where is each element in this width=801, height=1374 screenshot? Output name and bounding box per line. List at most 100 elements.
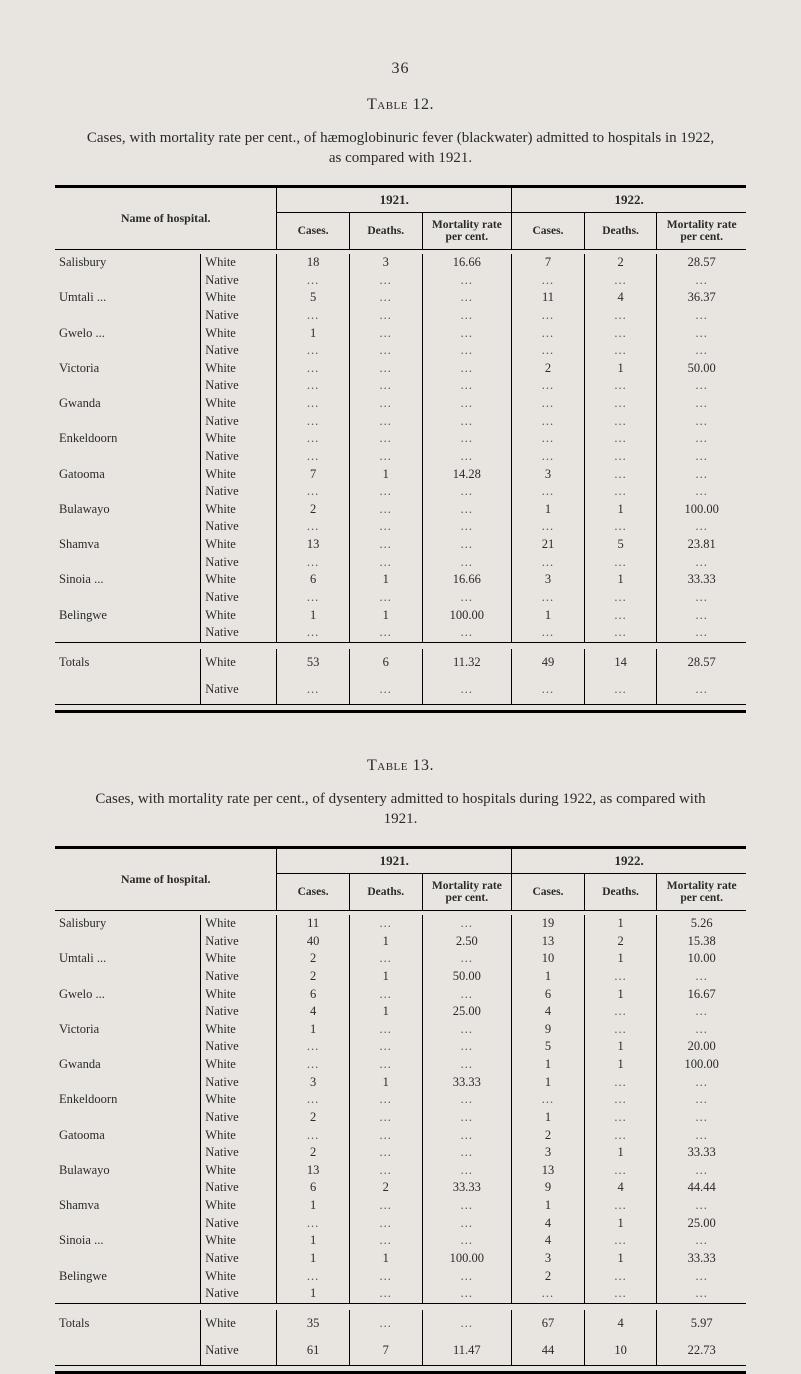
hospital-name: Umtali ... — [55, 289, 201, 307]
table-cell: ... — [584, 624, 657, 642]
table-cell: 13 — [512, 933, 585, 951]
table-cell: ... — [277, 413, 350, 431]
table-cell: White — [201, 607, 277, 625]
table-cell: ... — [349, 272, 422, 290]
table-cell: ... — [512, 676, 585, 704]
table-cell: White — [201, 1197, 277, 1215]
table-cell: White — [201, 536, 277, 554]
table-cell: 1 — [584, 1215, 657, 1233]
table-cell: ... — [277, 377, 350, 395]
table-cell: ... — [584, 430, 657, 448]
table-cell: 25.00 — [422, 1003, 512, 1021]
col-cases-1921-13: Cases. — [277, 873, 350, 910]
table-cell: 10.00 — [657, 950, 746, 968]
table-row: Native1............... — [55, 1285, 746, 1303]
table-cell: ... — [422, 1268, 512, 1286]
table-cell: 13 — [512, 1162, 585, 1180]
table-cell: White — [201, 430, 277, 448]
table-cell: ... — [584, 377, 657, 395]
table-cell: ... — [422, 950, 512, 968]
table-cell: Native — [201, 968, 277, 986]
table-cell: White — [201, 289, 277, 307]
table-cell: ... — [349, 430, 422, 448]
hospital-name: Sinoia ... — [55, 1232, 201, 1250]
table-cell: ... — [422, 377, 512, 395]
table-cell: 1 — [349, 1250, 422, 1268]
table-cell: ... — [584, 607, 657, 625]
table-cell: 5 — [512, 1038, 585, 1056]
table-cell: ... — [584, 448, 657, 466]
table-cell: ... — [349, 413, 422, 431]
col-1921: 1921. — [277, 186, 512, 212]
table-row: BelingweWhite11100.001...... — [55, 607, 746, 625]
table-cell: ... — [422, 448, 512, 466]
table-cell: 2 — [512, 1127, 585, 1145]
table-cell: ... — [657, 1003, 746, 1021]
hospital-name: Gatooma — [55, 1127, 201, 1145]
table-cell: ... — [584, 413, 657, 431]
hospital-name: Enkeldoorn — [55, 430, 201, 448]
table-cell: 6 — [349, 649, 422, 677]
table13: Name of hospital. 1921. 1922. Cases. Dea… — [55, 846, 746, 1374]
hospital-name: Victoria — [55, 360, 201, 378]
table-cell: 1 — [512, 1109, 585, 1127]
table-row: ShamvaWhite1......1...... — [55, 1197, 746, 1215]
totals-row: TotalsWhite35......6745.97 — [55, 1310, 746, 1338]
table-row: Native.........5120.00 — [55, 1038, 746, 1056]
table-cell: ... — [584, 589, 657, 607]
table-cell: ... — [584, 272, 657, 290]
table-cell: ... — [584, 342, 657, 360]
table-row: Native.................. — [55, 624, 746, 642]
table-cell: 10 — [512, 950, 585, 968]
table-cell: ... — [657, 307, 746, 325]
hospital-name: Salisbury — [55, 254, 201, 272]
table-row: Native.................. — [55, 342, 746, 360]
table-row: Native2150.001...... — [55, 968, 746, 986]
table-cell: 50.00 — [657, 360, 746, 378]
table-cell: 35 — [277, 1310, 350, 1338]
table-row: Native2......1...... — [55, 1109, 746, 1127]
col-rate-1921-13: Mortality rate per cent. — [422, 873, 512, 910]
table-cell: 33.33 — [657, 571, 746, 589]
table-cell: 3 — [277, 1074, 350, 1092]
table-cell: ... — [349, 915, 422, 933]
table-cell: 5 — [277, 289, 350, 307]
table-cell: 67 — [512, 1310, 585, 1338]
hospital-name: Gwanda — [55, 395, 201, 413]
table-cell: 1 — [349, 968, 422, 986]
table-cell: Native — [201, 1337, 277, 1365]
table-cell: 11 — [512, 289, 585, 307]
table-cell: Native — [201, 413, 277, 431]
table-cell: 33.33 — [422, 1074, 512, 1092]
table-cell: ... — [584, 466, 657, 484]
table-cell: ... — [422, 289, 512, 307]
table-cell: White — [201, 360, 277, 378]
table-cell: ... — [277, 1268, 350, 1286]
table-cell: ... — [277, 1127, 350, 1145]
table-cell: 1 — [512, 607, 585, 625]
table-cell: ... — [657, 1268, 746, 1286]
table-cell: ... — [349, 448, 422, 466]
table-cell: 2 — [277, 968, 350, 986]
table-cell: 1 — [584, 1250, 657, 1268]
table-cell: ... — [657, 1162, 746, 1180]
table-cell: 1 — [512, 968, 585, 986]
table-cell: 4 — [277, 1003, 350, 1021]
table-cell: ... — [512, 589, 585, 607]
table-cell: ... — [349, 377, 422, 395]
table-cell: 33.33 — [657, 1250, 746, 1268]
col-rate-1922: Mortality rate per cent. — [657, 212, 746, 249]
table-cell: ... — [657, 466, 746, 484]
table-cell: 1 — [277, 1197, 350, 1215]
hospital-name — [55, 1144, 201, 1162]
table-cell: ... — [584, 1021, 657, 1039]
table13-label: Table 13. — [55, 757, 746, 775]
table-cell: 1 — [277, 1021, 350, 1039]
hospital-name: Bulawayo — [55, 501, 201, 519]
table-cell: ... — [277, 360, 350, 378]
table-cell: ... — [512, 342, 585, 360]
hospital-name: Victoria — [55, 1021, 201, 1039]
hospital-name: Gwelo ... — [55, 986, 201, 1004]
table-cell: 4 — [512, 1232, 585, 1250]
table-cell: 1 — [584, 1038, 657, 1056]
